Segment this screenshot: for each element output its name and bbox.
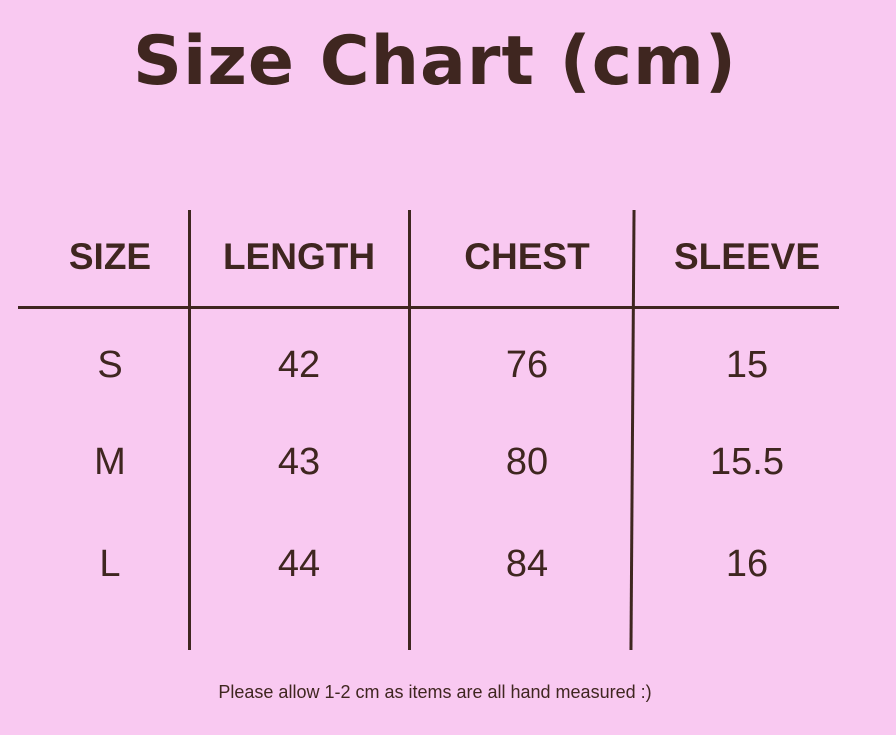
table-cell-chest: 80: [505, 441, 549, 483]
header-divider: [18, 306, 839, 309]
table-cell-length: 42: [277, 344, 321, 386]
table-cell-chest: 84: [505, 543, 549, 585]
column-header-size: SIZE: [68, 236, 152, 277]
column-divider: [408, 210, 411, 650]
table-cell-size: S: [97, 344, 123, 386]
table-cell-sleeve: 15.5: [710, 441, 784, 483]
table-cell-length: 44: [277, 543, 321, 585]
table-cell-size: M: [94, 441, 126, 483]
column-divider: [188, 210, 191, 650]
chart-title: Size Chart (cm): [133, 22, 737, 101]
table-cell-sleeve: 16: [725, 543, 769, 585]
table-cell-chest: 76: [505, 344, 549, 386]
column-header-chest: CHEST: [464, 236, 590, 277]
column-divider: [629, 209, 636, 651]
table-cell-sleeve: 15: [725, 344, 769, 386]
table-cell-length: 43: [277, 441, 321, 483]
footnote: Please allow 1-2 cm as items are all han…: [218, 682, 652, 702]
column-header-sleeve: SLEEVE: [674, 236, 820, 277]
table-cell-size: L: [99, 543, 121, 585]
column-header-length: LENGTH: [222, 236, 376, 277]
